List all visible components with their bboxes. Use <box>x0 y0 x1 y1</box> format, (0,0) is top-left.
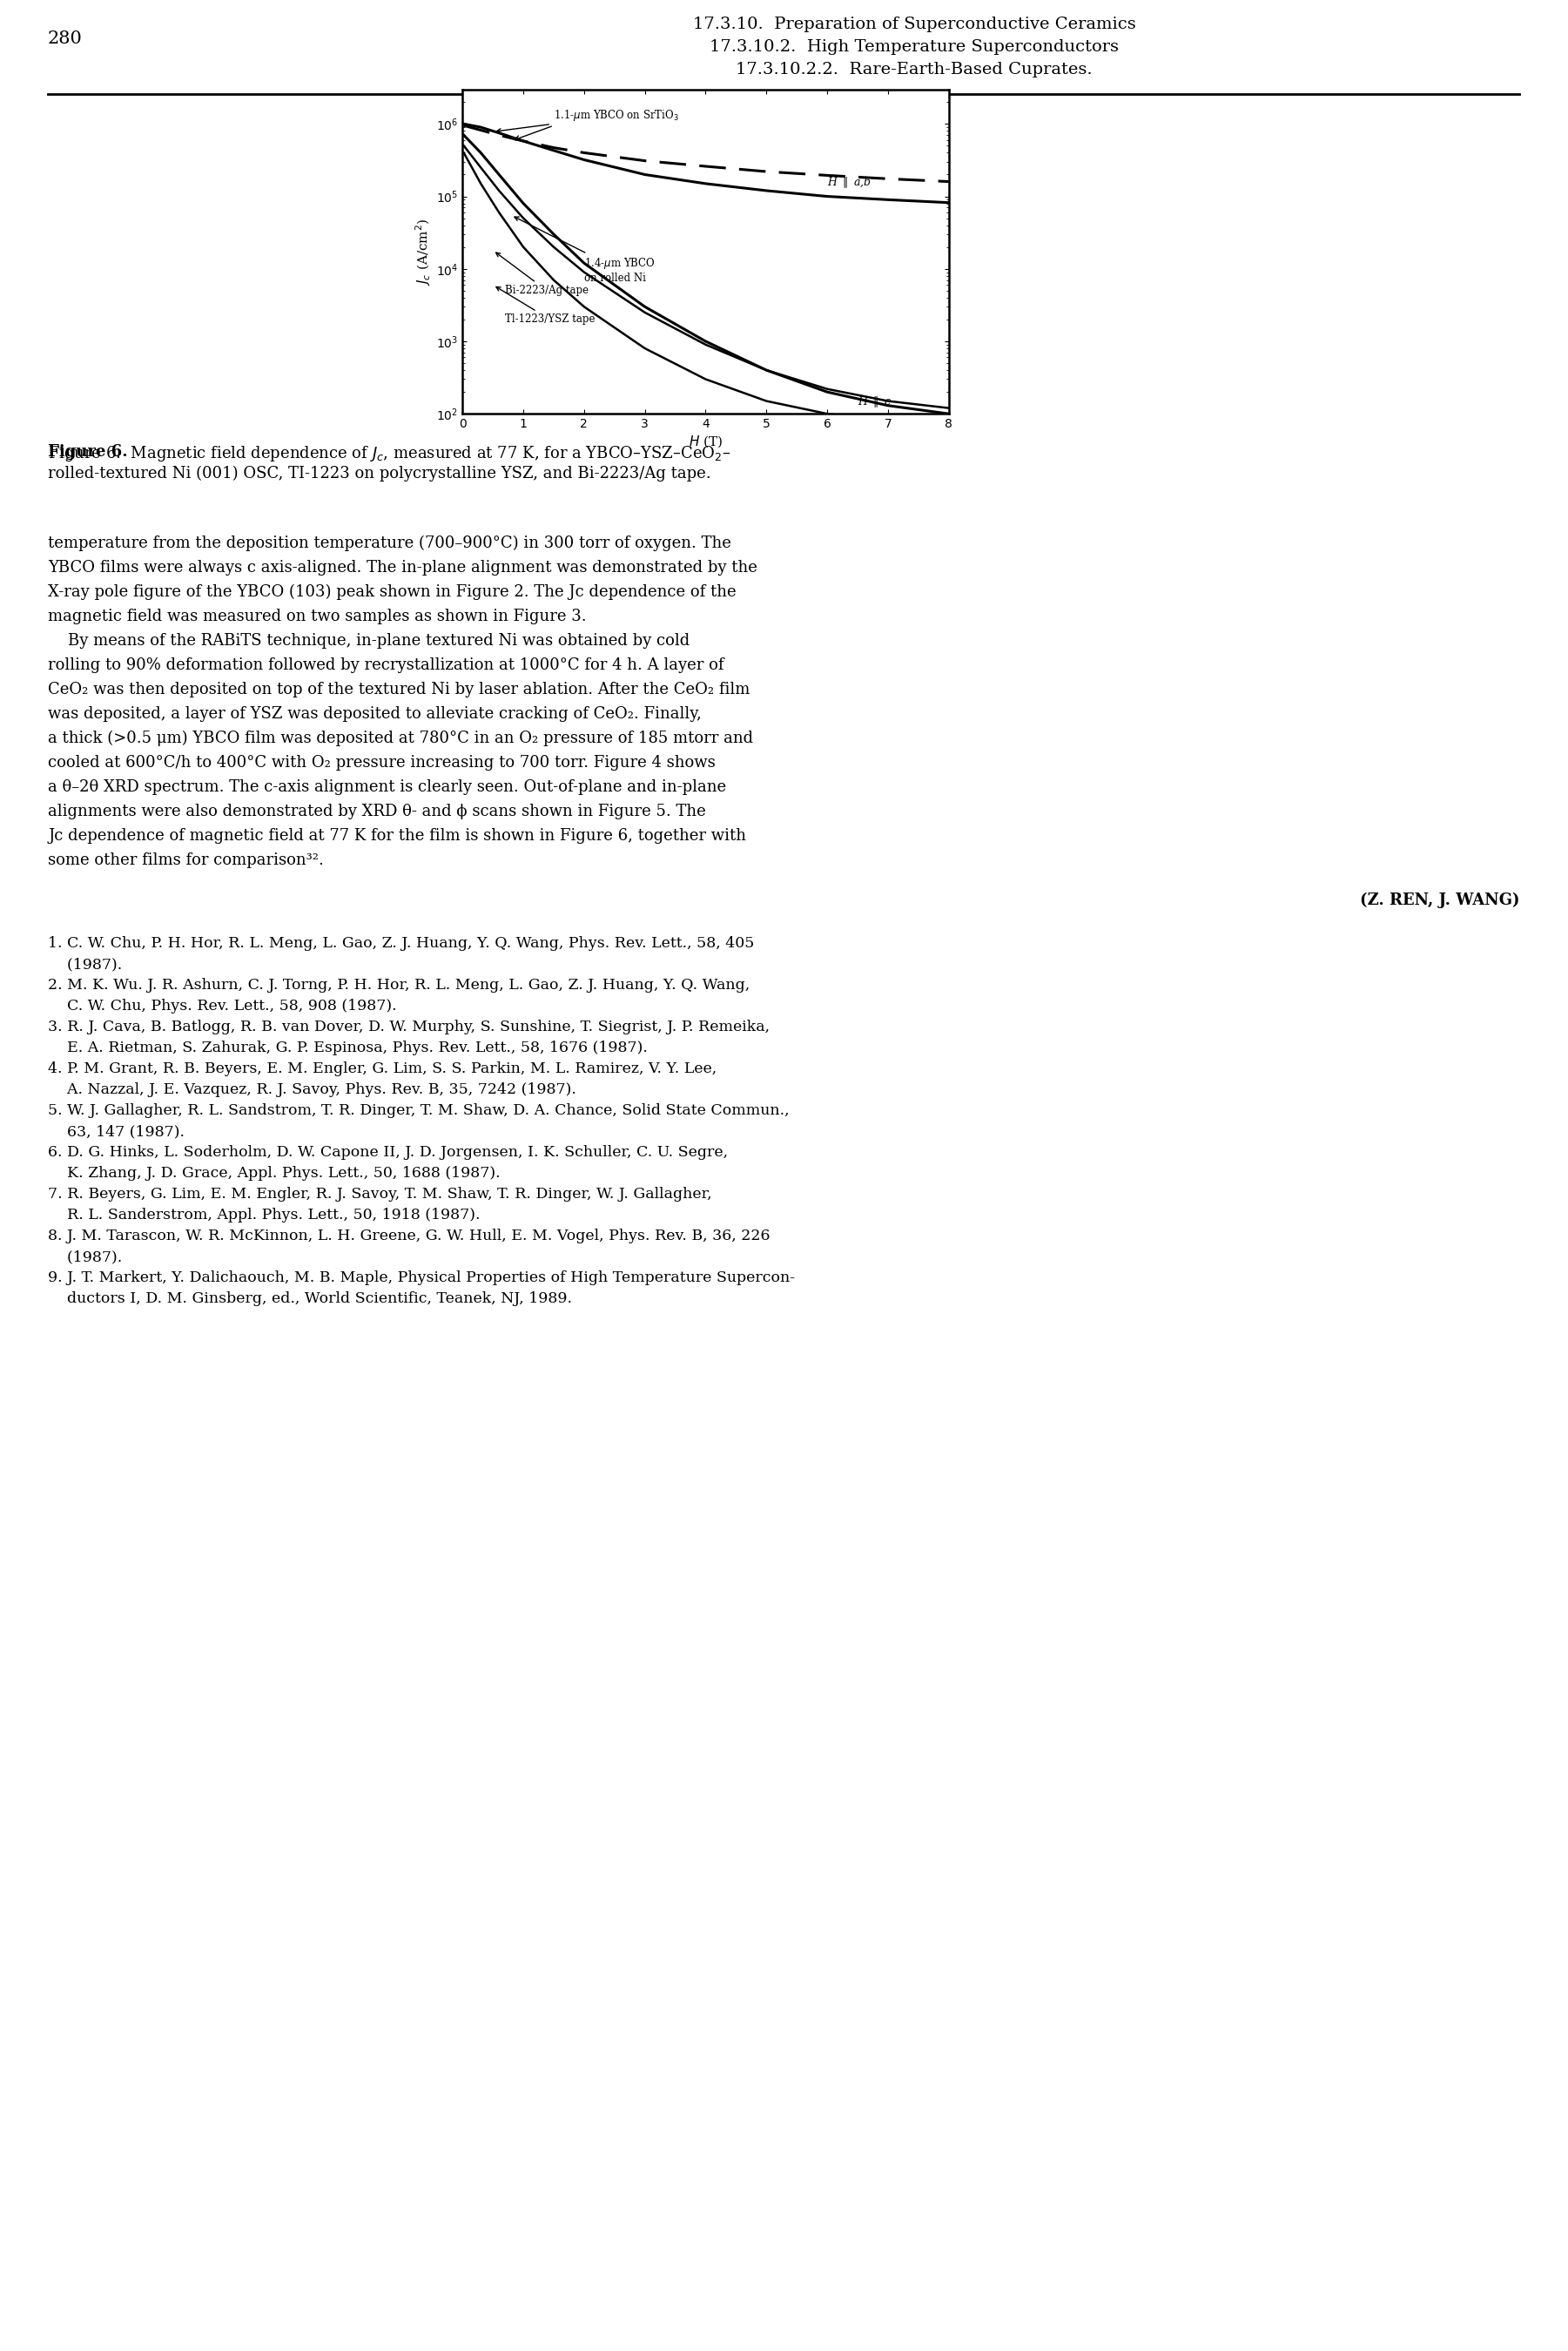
Text: 7. R. Beyers, G. Lim, E. M. Engler, R. J. Savoy, T. M. Shaw, T. R. Dinger, W. J.: 7. R. Beyers, G. Lim, E. M. Engler, R. J… <box>49 1187 712 1201</box>
Text: R. L. Sanderstrom, Appl. Phys. Lett., 50, 1918 (1987).: R. L. Sanderstrom, Appl. Phys. Lett., 50… <box>49 1208 480 1223</box>
Text: 1. C. W. Chu, P. H. Hor, R. L. Meng, L. Gao, Z. J. Huang, Y. Q. Wang, Phys. Rev.: 1. C. W. Chu, P. H. Hor, R. L. Meng, L. … <box>49 936 754 950</box>
Text: YBCO films were always c axis-aligned. The in-plane alignment was demonstrated b: YBCO films were always c axis-aligned. T… <box>49 560 757 576</box>
Text: Bi-2223/Ag tape: Bi-2223/Ag tape <box>495 252 588 296</box>
Text: 17.3.10.2.  High Temperature Superconductors: 17.3.10.2. High Temperature Superconduct… <box>710 40 1118 54</box>
Text: 9. J. T. Markert, Y. Dalichaouch, M. B. Maple, Physical Properties of High Tempe: 9. J. T. Markert, Y. Dalichaouch, M. B. … <box>49 1270 795 1286</box>
Text: (1987).: (1987). <box>49 957 122 971</box>
Text: 17.3.10.  Preparation of Superconductive Ceramics: 17.3.10. Preparation of Superconductive … <box>693 16 1135 33</box>
Text: alignments were also demonstrated by XRD θ- and ϕ scans shown in Figure 5. The: alignments were also demonstrated by XRD… <box>49 804 706 820</box>
Text: A. Nazzal, J. E. Vazquez, R. J. Savoy, Phys. Rev. B, 35, 7242 (1987).: A. Nazzal, J. E. Vazquez, R. J. Savoy, P… <box>49 1081 577 1098</box>
Text: 8. J. M. Tarascon, W. R. McKinnon, L. H. Greene, G. W. Hull, E. M. Vogel, Phys. : 8. J. M. Tarascon, W. R. McKinnon, L. H.… <box>49 1230 770 1244</box>
Text: a thick (>0.5 μm) YBCO film was deposited at 780°C in an O₂ pressure of 185 mtor: a thick (>0.5 μm) YBCO film was deposite… <box>49 731 753 748</box>
Text: a θ–2θ XRD spectrum. The c-axis alignment is clearly seen. Out-of-plane and in-p: a θ–2θ XRD spectrum. The c-axis alignmen… <box>49 778 726 795</box>
Text: ductors I, D. M. Ginsberg, ed., World Scientific, Teanek, NJ, 1989.: ductors I, D. M. Ginsberg, ed., World Sc… <box>49 1291 572 1307</box>
Text: J⁣c dependence of magnetic field at 77 K for the film is shown in Figure 6, toge: J⁣c dependence of magnetic field at 77 K… <box>49 828 746 844</box>
Text: E. A. Rietman, S. Zahurak, G. P. Espinosa, Phys. Rev. Lett., 58, 1676 (1987).: E. A. Rietman, S. Zahurak, G. P. Espinos… <box>49 1041 648 1056</box>
Text: (1987).: (1987). <box>49 1248 122 1265</box>
Text: CeO₂ was then deposited on top of the textured Ni by laser ablation. After the C: CeO₂ was then deposited on top of the te… <box>49 682 750 698</box>
Text: H $\parallel$ a,b: H $\parallel$ a,b <box>828 176 872 190</box>
Text: 280: 280 <box>49 31 83 47</box>
Text: some other films for comparison³².: some other films for comparison³². <box>49 853 323 868</box>
Text: C. W. Chu, Phys. Rev. Lett., 58, 908 (1987).: C. W. Chu, Phys. Rev. Lett., 58, 908 (19… <box>49 999 397 1013</box>
Text: magnetic field was measured on two samples as shown in Figure 3.: magnetic field was measured on two sampl… <box>49 609 586 625</box>
Text: Figure 6.: Figure 6. <box>49 444 127 461</box>
Text: 5. W. J. Gallagher, R. L. Sandstrom, T. R. Dinger, T. M. Shaw, D. A. Chance, Sol: 5. W. J. Gallagher, R. L. Sandstrom, T. … <box>49 1103 789 1119</box>
Text: rolled-textured Ni (001) OSC, TI-1223 on polycrystalline YSZ, and Bi-2223/Ag tap: rolled-textured Ni (001) OSC, TI-1223 on… <box>49 465 710 482</box>
Text: 6. D. G. Hinks, L. Soderholm, D. W. Capone II, J. D. Jorgensen, I. K. Schuller, : 6. D. G. Hinks, L. Soderholm, D. W. Capo… <box>49 1145 728 1159</box>
Text: (Z. REN, J. WANG): (Z. REN, J. WANG) <box>1359 893 1519 907</box>
X-axis label: $H$ (T): $H$ (T) <box>688 435 723 449</box>
Text: was deposited, a layer of YSZ was deposited to alleviate cracking of CeO₂. Final: was deposited, a layer of YSZ was deposi… <box>49 705 701 722</box>
Text: temperature from the deposition temperature (700–900°C) in 300 torr of oxygen. T: temperature from the deposition temperat… <box>49 536 731 552</box>
Text: 2. M. K. Wu. J. R. Ashurn, C. J. Torng, P. H. Hor, R. L. Meng, L. Gao, Z. J. Hua: 2. M. K. Wu. J. R. Ashurn, C. J. Torng, … <box>49 978 750 992</box>
Text: X-ray pole figure of the YBCO (103) peak shown in Figure 2. The J⁣c dependence o: X-ray pole figure of the YBCO (103) peak… <box>49 585 737 600</box>
Text: cooled at 600°C/h to 400°C with O₂ pressure increasing to 700 torr. Figure 4 sho: cooled at 600°C/h to 400°C with O₂ press… <box>49 755 715 771</box>
Text: 3. R. J. Cava, B. Batlogg, R. B. van Dover, D. W. Murphy, S. Sunshine, T. Siegri: 3. R. J. Cava, B. Batlogg, R. B. van Dov… <box>49 1020 770 1034</box>
Text: rolling to 90% deformation followed by recrystallization at 1000°C for 4 h. A la: rolling to 90% deformation followed by r… <box>49 658 724 672</box>
Text: Tl-1223/YSZ tape: Tl-1223/YSZ tape <box>495 287 596 324</box>
Text: 1.1-$\mu$m YBCO on SrTiO$_3$: 1.1-$\mu$m YBCO on SrTiO$_3$ <box>497 108 679 132</box>
Y-axis label: $J_c$ (A/cm$^2$): $J_c$ (A/cm$^2$) <box>414 219 433 284</box>
Text: 4. P. M. Grant, R. B. Beyers, E. M. Engler, G. Lim, S. S. Parkin, M. L. Ramirez,: 4. P. M. Grant, R. B. Beyers, E. M. Engl… <box>49 1060 717 1077</box>
Text: Figure 6.  Magnetic field dependence of $J_c$, measured at 77 K, for a YBCO–YSZ–: Figure 6. Magnetic field dependence of $… <box>49 444 731 463</box>
Text: K. Zhang, J. D. Grace, Appl. Phys. Lett., 50, 1688 (1987).: K. Zhang, J. D. Grace, Appl. Phys. Lett.… <box>49 1166 500 1180</box>
Text: H $\parallel$ c: H $\parallel$ c <box>858 395 891 409</box>
Text: 63, 147 (1987).: 63, 147 (1987). <box>49 1124 185 1138</box>
Text: 1.4-$\mu$m YBCO
on rolled Ni: 1.4-$\mu$m YBCO on rolled Ni <box>514 216 655 284</box>
Text: By means of the RABiTS technique, in-plane textured Ni was obtained by cold: By means of the RABiTS technique, in-pla… <box>49 632 690 649</box>
Text: 17.3.10.2.2.  Rare-Earth-Based Cuprates.: 17.3.10.2.2. Rare-Earth-Based Cuprates. <box>735 61 1093 78</box>
